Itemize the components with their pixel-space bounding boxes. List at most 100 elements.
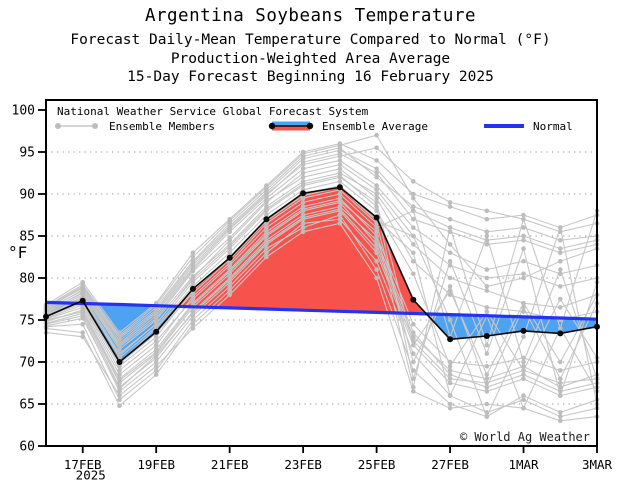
ensemble-member-point [337,179,343,184]
ensemble-member-point [117,332,122,338]
ensemble-average-point [336,184,343,191]
ensemble-member-point [227,288,232,293]
ensemble-member-point [190,269,196,274]
ensemble-member-point [411,376,416,382]
ensemble-member-point [558,246,563,251]
ensemble-member-point [374,267,379,272]
ensemble-member-point [521,405,526,411]
ensemble-member-line [45,201,598,388]
ensemble-member-point [411,271,416,277]
y-tick-label: 65 [19,398,35,413]
ensemble-average-point [520,327,527,334]
ensemble-member-point [447,258,453,264]
ensemble-member-point [117,397,122,403]
ensemble-member-point [190,265,196,271]
legend-average-marker [268,121,314,131]
ensemble-member-point [300,170,306,176]
ensemble-member-point [337,151,343,156]
legend-members-label: Ensemble Members [109,120,215,133]
x-axis-year-label: 2025 [76,468,106,481]
ensemble-member-point [447,380,453,386]
ensemble-member-point [374,225,379,230]
ensemble-member-point [264,212,269,218]
legend: National Weather Service Global Forecast… [55,105,573,133]
ensemble-member-point [484,351,490,356]
ensemble-member-point [411,368,416,373]
ensemble-member-point [447,216,453,222]
ensemble-member-point [521,372,526,377]
ensemble-average-point [300,190,307,197]
ensemble-member-point [411,330,416,335]
ensemble-member-point [558,410,563,415]
ensemble-member-point [411,233,416,239]
ensemble-member-point [337,216,343,222]
ensemble-member-point [447,393,453,398]
ensemble-member-line [45,172,598,351]
ensemble-member-point [300,151,306,156]
ensemble-member-line [45,174,598,398]
ensemble-member-point [558,393,563,398]
ensemble-member-point [484,267,490,272]
ensemble-member-point [521,368,526,373]
ensemble-member-point [484,380,490,386]
ensemble-member-point [447,401,453,407]
ensemble-member-point [337,162,343,167]
x-tick-label: 21FEB [211,457,249,472]
legend-source-label: National Weather Service Global Forecast… [57,105,369,118]
ensemble-member-point [300,159,306,165]
ensemble-member-point [411,334,416,340]
ensemble-member-point [153,363,159,369]
ensemble-member-point [411,351,416,356]
ensemble-member-point [484,410,490,415]
ensemble-average-point [116,359,123,365]
ensemble-member-line [45,168,598,348]
ensemble-member-point [411,258,416,264]
ensemble-member-point [521,393,526,398]
ensemble-member-point [227,292,232,298]
ensemble-member-point [153,311,159,316]
ensemble-member-point [484,389,490,394]
ensemble-member-point [337,212,343,218]
ensemble-member-point [264,225,269,230]
ensemble-member-point [190,260,196,266]
ensemble-member-point [374,195,379,201]
ensemble-member-point [374,158,379,163]
ensemble-member-point [411,216,416,222]
ensemble-average-line [45,186,598,364]
ensemble-member-point [337,191,343,197]
ensemble-member-point [447,372,453,377]
ensemble-member-point [521,212,526,218]
ensemble-member-point [521,275,526,281]
ensemble-average-point [373,214,380,221]
ensemble-average-point [410,296,417,303]
ensemble-member-point [447,376,453,382]
ensemble-member-point [337,221,343,226]
ensemble-member-point [190,250,196,256]
ensemble-member-point [521,258,526,264]
ensemble-member-point [558,359,563,365]
ensemble-member-point [190,290,196,296]
ensemble-member-point [447,363,453,369]
ensemble-member-point [558,250,563,256]
ensemble-member-point [521,359,526,365]
ensemble-average-point [447,336,454,343]
ensemble-member-point [484,237,490,243]
ensemble-member-point [117,336,122,341]
ensemble-member-point [117,378,122,383]
ensemble-member-point [521,225,526,230]
ensemble-member-point [484,208,490,214]
ensemble-member-line [45,222,598,422]
ensemble-member-point [521,246,526,251]
ensemble-member-point [521,376,526,382]
ensemble-member-point [447,229,453,235]
ensemble-member-point [558,296,563,302]
ensemble-member-point [374,204,379,209]
ensemble-member-point [337,143,343,148]
ensemble-average-point [557,330,564,337]
ensemble-member-point [411,342,416,348]
ensemble-member-point [447,242,453,247]
ensemble-member-point [484,288,490,293]
y-axis-label: °F [8,243,27,262]
ensemble-member-point [190,317,196,323]
